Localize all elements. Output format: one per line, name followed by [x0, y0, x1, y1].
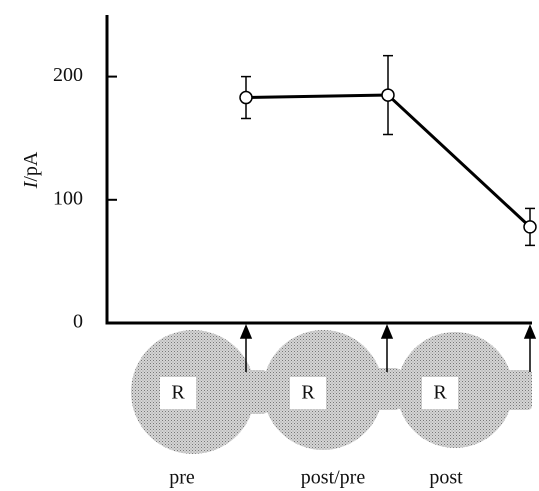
- cells: [131, 330, 532, 454]
- y-axis-label-unit: /pA: [20, 151, 42, 182]
- x-category-label: post/pre: [301, 467, 366, 489]
- cell-label-box: [160, 377, 196, 409]
- arrows: [239, 324, 537, 372]
- cell-label-box: [290, 377, 326, 409]
- cell-label-box: [422, 377, 458, 409]
- cell-label: R: [433, 382, 447, 404]
- data-point: [381, 88, 395, 102]
- y-tick-label: 0: [73, 311, 83, 333]
- cell-stem: [490, 370, 532, 410]
- x-category-label: post: [429, 467, 463, 489]
- data-point: [523, 220, 537, 234]
- x-category-label: pre: [169, 467, 195, 489]
- y-tick-label: 100: [53, 187, 83, 209]
- y-tick-label: 200: [53, 64, 83, 86]
- y-axis-label: I/pA: [20, 151, 42, 189]
- cell-stem: [355, 368, 403, 410]
- cell-label: R: [171, 382, 185, 404]
- cell-label: R: [301, 382, 315, 404]
- y-axis-label-italic: I: [20, 180, 42, 189]
- cell-stem: [228, 370, 270, 414]
- data-point: [239, 90, 253, 105]
